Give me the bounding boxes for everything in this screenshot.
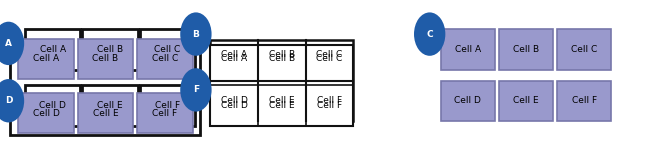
Bar <box>78 39 133 79</box>
Bar <box>10 50 200 135</box>
Bar <box>18 39 74 79</box>
Text: Cell F: Cell F <box>155 101 180 110</box>
Text: Cell C: Cell C <box>151 54 178 63</box>
Ellipse shape <box>180 68 212 112</box>
Text: Cell D: Cell D <box>33 109 59 118</box>
Text: Cell A: Cell A <box>221 50 247 59</box>
Text: Cell F: Cell F <box>571 96 597 105</box>
Bar <box>25 29 80 70</box>
Text: Cell D: Cell D <box>454 96 481 105</box>
Text: Cell E: Cell E <box>97 101 123 110</box>
Bar <box>499 81 553 121</box>
Bar <box>210 40 353 121</box>
Text: Cell C: Cell C <box>571 45 597 54</box>
Text: A: A <box>5 39 12 48</box>
Text: Cell E: Cell E <box>93 109 118 118</box>
Bar <box>78 93 133 133</box>
Bar <box>140 29 195 70</box>
Text: Cell C: Cell C <box>316 54 343 63</box>
Text: Cell A: Cell A <box>39 45 66 54</box>
Text: Cell B: Cell B <box>268 50 295 59</box>
Text: Cell F: Cell F <box>152 109 178 118</box>
Bar <box>210 45 353 126</box>
Ellipse shape <box>0 79 24 122</box>
Text: Cell B: Cell B <box>268 54 295 63</box>
Text: C: C <box>426 30 433 39</box>
Ellipse shape <box>414 12 445 56</box>
Text: Cell D: Cell D <box>39 101 66 110</box>
Bar <box>137 39 193 79</box>
Bar <box>82 85 138 126</box>
Bar <box>140 85 195 126</box>
Text: Cell B: Cell B <box>513 45 539 54</box>
Text: Cell B: Cell B <box>97 45 123 54</box>
Text: Cell A: Cell A <box>221 54 247 63</box>
Text: Cell E: Cell E <box>269 96 295 105</box>
Text: Cell E: Cell E <box>269 101 295 110</box>
Ellipse shape <box>180 12 212 56</box>
Text: Cell C: Cell C <box>316 50 343 59</box>
Text: Cell F: Cell F <box>317 101 342 110</box>
Text: F: F <box>193 85 199 94</box>
Bar <box>499 29 553 70</box>
Text: Cell D: Cell D <box>221 101 247 110</box>
Text: Cell A: Cell A <box>33 54 59 63</box>
Text: D: D <box>5 96 12 105</box>
Bar <box>25 85 80 126</box>
Bar <box>18 93 74 133</box>
Text: Cell D: Cell D <box>221 96 247 105</box>
Text: Cell F: Cell F <box>317 96 342 105</box>
Text: Cell B: Cell B <box>92 54 119 63</box>
Bar <box>137 93 193 133</box>
Text: Cell C: Cell C <box>154 45 181 54</box>
Text: Cell E: Cell E <box>513 96 539 105</box>
Ellipse shape <box>0 22 24 65</box>
Text: Cell A: Cell A <box>454 45 481 54</box>
Text: B: B <box>193 30 199 39</box>
Bar <box>82 29 138 70</box>
Bar <box>557 81 611 121</box>
Bar <box>441 29 495 70</box>
Bar <box>441 81 495 121</box>
Bar <box>557 29 611 70</box>
